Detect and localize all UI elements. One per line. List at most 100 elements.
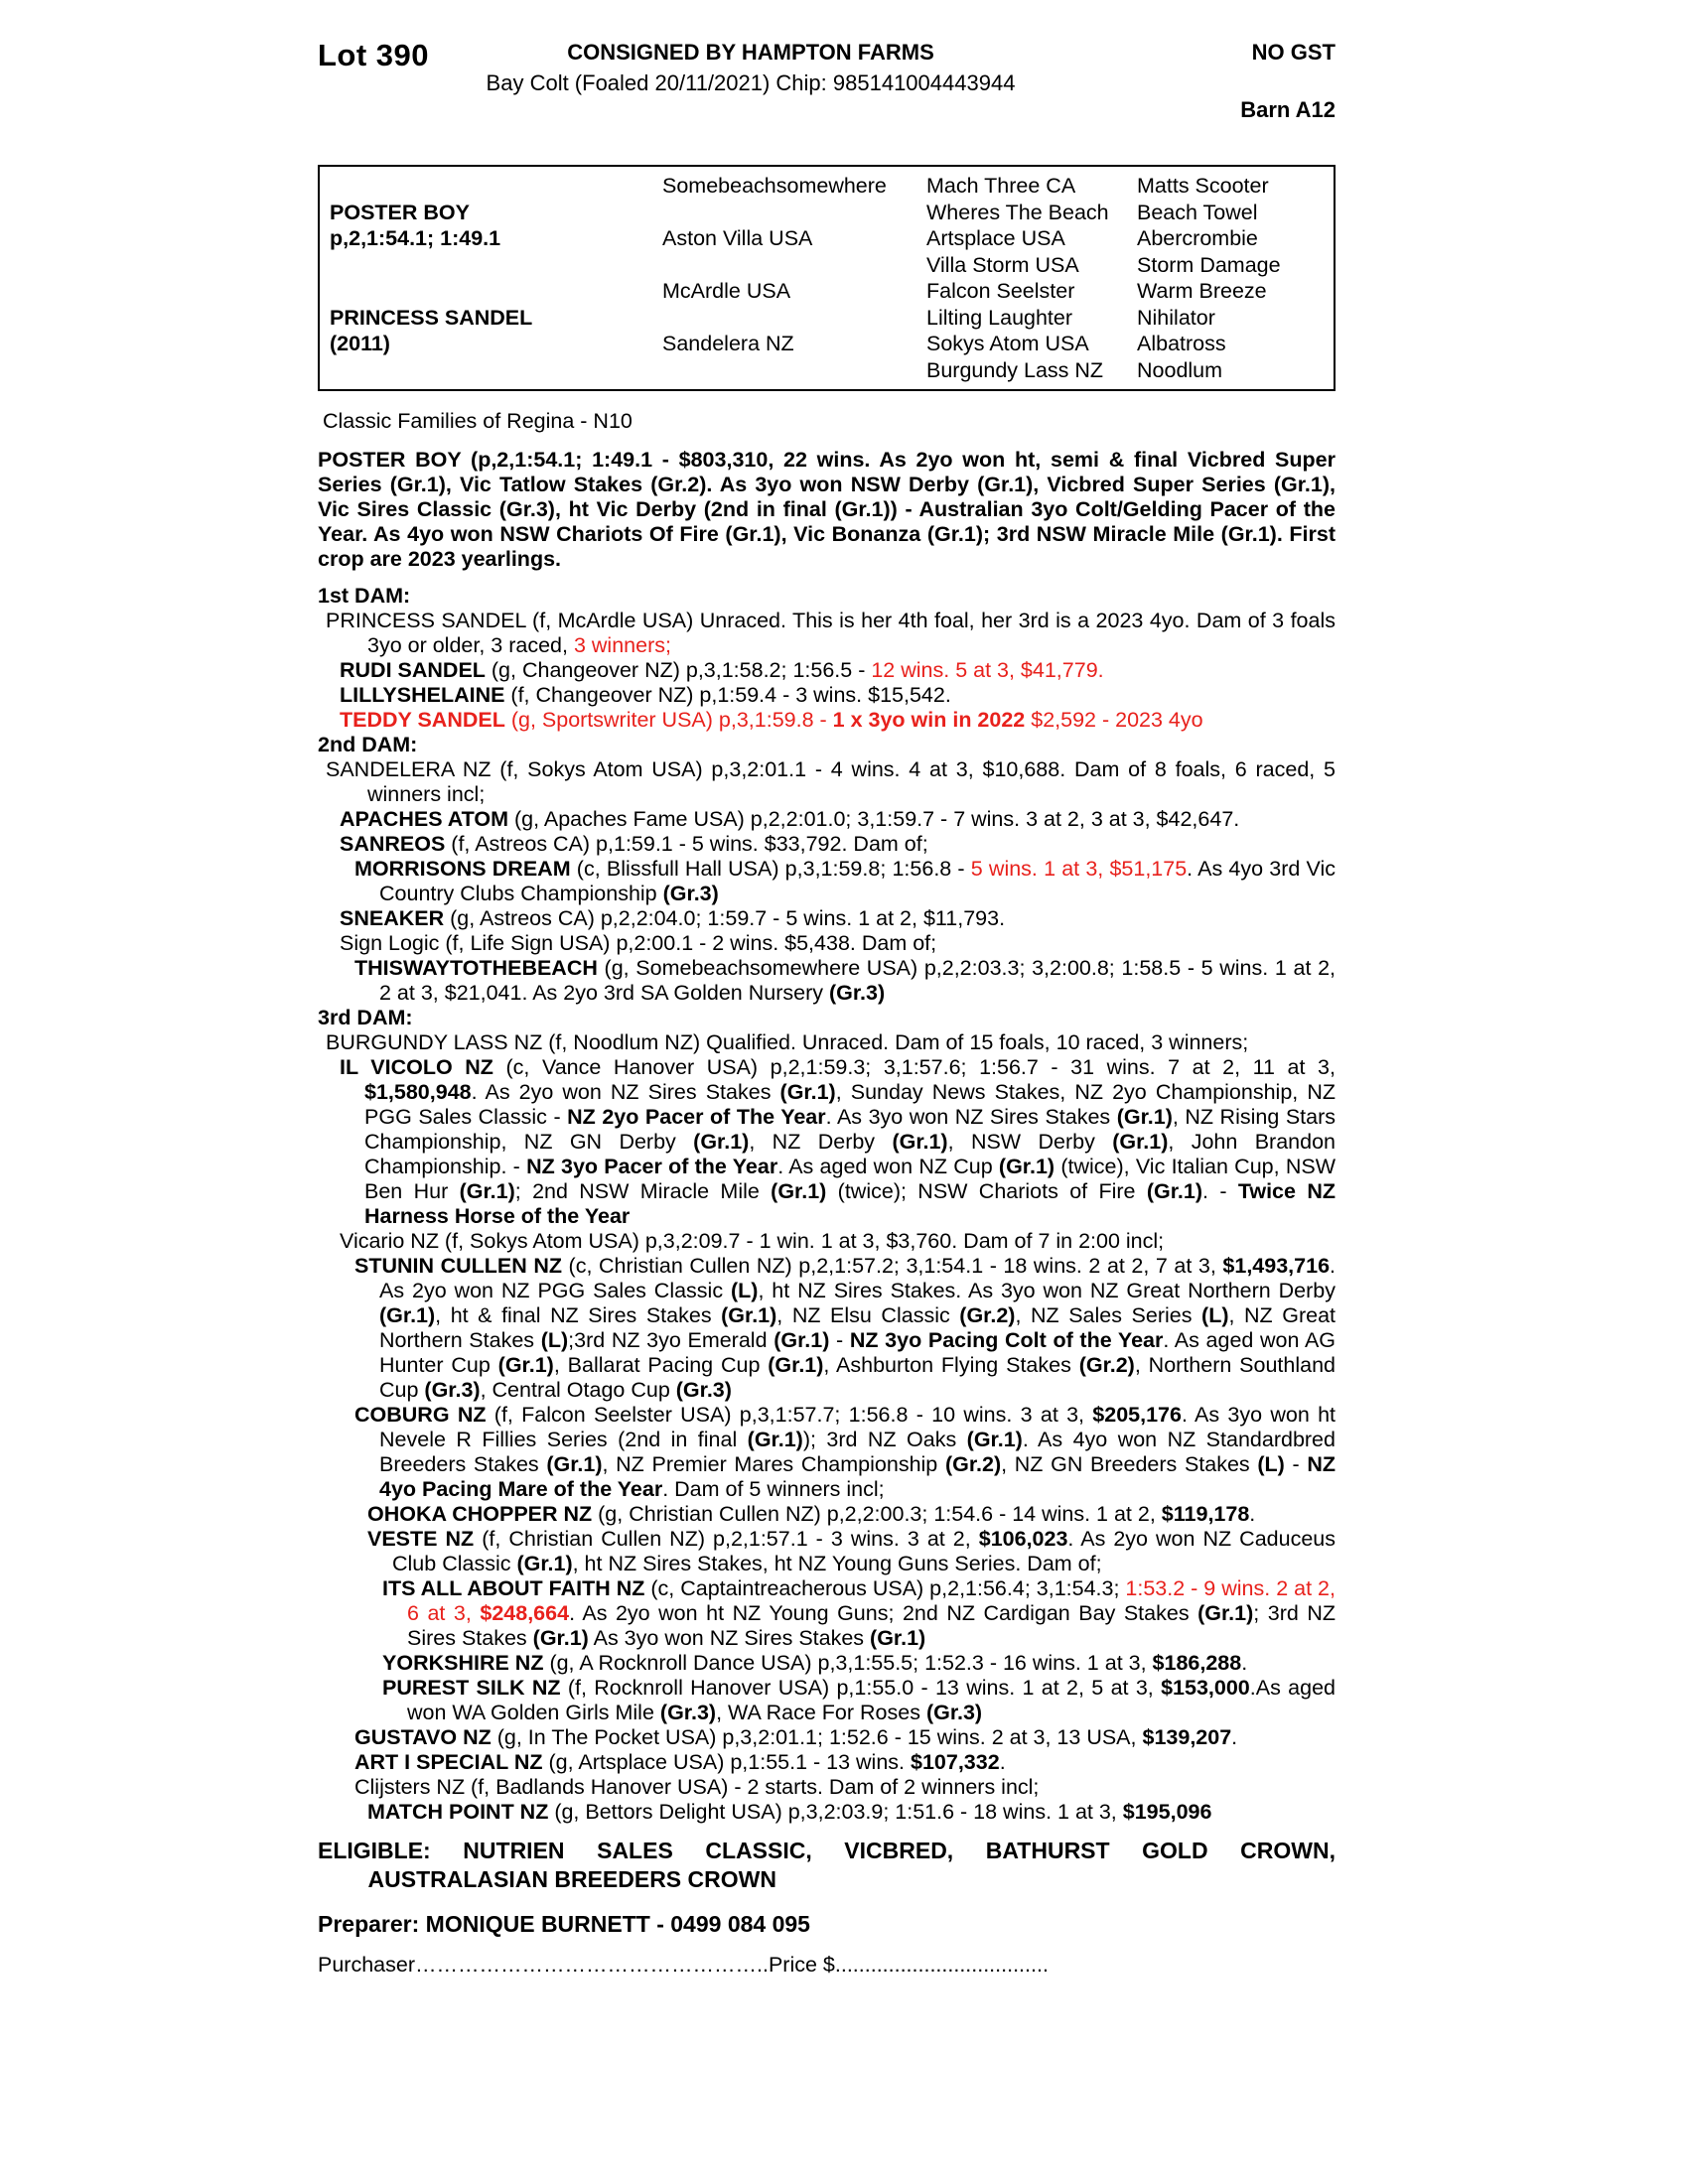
entry-segment: IL VICOLO NZ xyxy=(340,1055,493,1079)
entry-segment: (g, Astreos CA) p,2,2:04.0; 1:59.7 - 5 w… xyxy=(444,906,1006,930)
entry-segment: . As 2yo won ht NZ Young Guns; 2nd NZ Ca… xyxy=(569,1601,1198,1625)
entry-segment: $248,664 xyxy=(480,1601,570,1625)
entry-segment: (twice), Vic Italian Cup, NSW Ben Hur xyxy=(364,1155,1336,1203)
pedigree-entry: COBURG NZ (f, Falcon Seelster USA) p,3,1… xyxy=(318,1403,1336,1502)
eligibility-line-2: AUSTRALASIAN BREEDERS CROWN xyxy=(367,1866,776,1892)
pedigree-table: Somebeachsomewhere Mach Three CA Matts Sco… xyxy=(318,165,1336,391)
entry-segment: . Dam of 5 winners incl; xyxy=(662,1477,885,1501)
entry-segment: (g, Bettors Delight USA) p,3,2:03.9; 1:5… xyxy=(548,1800,1123,1824)
entry-segment: (f, Rocknroll Hanover USA) p,1:55.0 - 13… xyxy=(560,1676,1162,1700)
entry-segment: (L) xyxy=(540,1328,569,1352)
entry-segment: (Gr.1) xyxy=(721,1303,777,1327)
entry-segment: (g, Artsplace USA) p,1:55.1 - 13 wins. xyxy=(542,1750,911,1774)
pedigree-cell: Nihilator xyxy=(1137,305,1215,330)
entry-segment: $119,178 xyxy=(1161,1502,1250,1526)
entry-segment: (Gr.1) xyxy=(998,1155,1055,1178)
pedigree-entry: IL VICOLO NZ (c, Vance Hanover USA) p,2,… xyxy=(318,1055,1336,1229)
entry-segment: . As 4yo won NZ Standardbred Breeders St… xyxy=(379,1428,1336,1476)
entry-segment: $153,000 xyxy=(1161,1676,1250,1700)
pedigree-cell: Sandelera NZ xyxy=(662,332,794,355)
entry-segment: . As 4yo 3rd Vic Country Clubs Champions… xyxy=(379,857,1336,905)
entry-segment: Clijsters NZ (f, Badlands Hanover USA) -… xyxy=(354,1775,1040,1799)
pedigree-entry: TEDDY SANDEL (g, Sportswriter USA) p,3,1… xyxy=(318,708,1336,733)
entry-segment: - xyxy=(1284,1452,1308,1476)
entry-segment: $2,592 - 2023 4yo xyxy=(1025,708,1203,732)
purchaser-label: Purchaser xyxy=(318,1953,415,1977)
entry-segment: (g, Apaches Fame USA) p,2,2:01.0; 3,1:59… xyxy=(508,807,1240,831)
lot-number: Lot 390 xyxy=(318,38,430,72)
entry-segment: (L) xyxy=(1201,1303,1229,1327)
pedigree-cell xyxy=(652,252,916,279)
entry-segment: APACHES ATOM xyxy=(340,807,509,831)
entry-segment: (Gr.1) xyxy=(459,1179,515,1203)
entry-segment: (g, Somebeachsomewhere USA) p,2,2:03.3; … xyxy=(379,956,1336,1005)
pedigree-entry: MATCH POINT NZ (g, Bettors Delight USA) … xyxy=(318,1800,1336,1825)
pedigree-entry: RUDI SANDEL (g, Changeover NZ) p,3,1:58.… xyxy=(318,658,1336,683)
price-dotted-line: .................................... xyxy=(834,1953,1049,1977)
pedigree-cell xyxy=(320,278,652,305)
entry-segment: (Gr.1) xyxy=(1197,1601,1254,1625)
entry-segment: Twice NZ Harness Horse of the Year xyxy=(364,1179,1336,1228)
entry-segment: Vicario NZ (f, Sokys Atom USA) p,3,2:09.… xyxy=(340,1229,1165,1253)
entry-segment: LILLYSHELAINE xyxy=(340,683,505,707)
consignor-title: CONSIGNED BY HAMPTON FARMS xyxy=(567,40,934,65)
entry-segment: (f, Astreos CA) p,1:59.1 - 5 wins. $33,7… xyxy=(445,832,928,856)
entry-segment: (c, Christian Cullen NZ) p,2,1:57.2; 3,1… xyxy=(562,1254,1223,1278)
entry-segment: 1:53.2 - 9 wins. 2 at 2, 6 at 3, xyxy=(407,1576,1336,1625)
entry-segment: , NSW Derby xyxy=(947,1130,1113,1154)
entry-segment: (f, Christian Cullen NZ) p,2,1:57.1 - 3 … xyxy=(474,1527,979,1551)
pedigree-cell: Lilting Laughter xyxy=(926,305,1073,330)
dam-sections: 1st DAM: PRINCESS SANDEL (f, McArdle USA)… xyxy=(318,584,1336,1825)
entry-segment: (Gr.1) xyxy=(1112,1130,1169,1154)
entry-segment: . As 3yo won ht Nevele R Fillies Series … xyxy=(379,1403,1336,1451)
pedigree-cell: POSTER BOY xyxy=(330,200,470,224)
pedigree-cell xyxy=(320,357,652,384)
pedigree-cell: Wheres The Beach xyxy=(926,200,1109,224)
entry-segment: . As 3yo won NZ Sires Stakes xyxy=(825,1105,1117,1129)
entry-segment: SANDELERA NZ (f, Sokys Atom USA) p,3,2:0… xyxy=(326,757,1336,806)
pedigree-cell: Sokys Atom USA xyxy=(926,332,1089,355)
entry-segment: (Gr.3) xyxy=(925,1701,983,1724)
entry-segment: STUNIN CULLEN NZ xyxy=(354,1254,562,1278)
entry-segment: . xyxy=(999,1750,1006,1774)
entry-segment: . xyxy=(1241,1651,1248,1675)
pedigree-cell: Albatross xyxy=(1137,332,1226,355)
entry-segment: (g, Christian Cullen NZ) p,2,2:00.3; 1:5… xyxy=(592,1502,1162,1526)
pedigree-cell xyxy=(652,357,916,384)
pedigree-entry: LILLYSHELAINE (f, Changeover NZ) p,1:59.… xyxy=(318,683,1336,708)
pedigree-cell: Storm Damage xyxy=(1137,252,1281,277)
entry-segment: (f, Falcon Seelster USA) p,3,1:57.7; 1:5… xyxy=(486,1403,1093,1427)
entry-segment: ; 2nd NSW Miracle Mile xyxy=(514,1179,772,1203)
pedigree-cell: (2011) xyxy=(330,332,390,355)
entry-segment: (Gr.1) xyxy=(532,1626,589,1650)
entry-segment: ); 3rd NZ Oaks xyxy=(802,1428,967,1451)
entry-segment: VESTE NZ xyxy=(367,1527,475,1551)
entry-segment: (Gr.1) xyxy=(771,1179,827,1203)
family-note: Classic Families of Regina - N10 xyxy=(323,409,633,433)
pedigree-entry: PRINCESS SANDEL (f, McArdle USA) Unraced… xyxy=(318,609,1336,658)
dam-section-heading: 1st DAM: xyxy=(318,584,411,608)
pedigree-cell: p,2,1:54.1; 1:49.1 xyxy=(330,226,501,250)
entry-segment: OHOKA CHOPPER NZ xyxy=(367,1502,593,1526)
entry-segment: (Gr.1) xyxy=(768,1353,824,1377)
entry-segment: (Gr.2) xyxy=(944,1452,1002,1476)
entry-segment: (Gr.1) xyxy=(693,1130,750,1154)
entry-segment: NZ 3yo Pacer of the Year xyxy=(526,1155,778,1178)
entry-segment: (Gr.1) xyxy=(892,1130,948,1154)
entry-segment: PUREST SILK NZ xyxy=(382,1676,561,1700)
entry-segment: $107,332 xyxy=(911,1750,1000,1774)
pedigree-cell: Abercrombie xyxy=(1137,226,1258,250)
entry-segment: MORRISONS DREAM xyxy=(354,857,571,881)
entry-segment: , WA Race For Roses xyxy=(716,1701,926,1724)
entry-segment: NZ 4yo Pacing Mare of the Year xyxy=(379,1452,1336,1501)
entry-segment: , Sunday News Stakes, NZ 2yo Championshi… xyxy=(364,1080,1336,1129)
pedigree-entry: SANREOS (f, Astreos CA) p,1:59.1 - 5 win… xyxy=(318,832,1336,857)
pedigree-cell: Somebeachsomewhere xyxy=(662,174,887,198)
entry-segment: THISWAYTOTHEBEACH xyxy=(354,956,598,980)
entry-segment: (c, Vance Hanover USA) p,2,1:59.3; 3,1:5… xyxy=(492,1055,1336,1079)
entry-segment: YORKSHIRE NZ xyxy=(382,1651,544,1675)
entry-segment: ; 3rd NZ Sires Stakes xyxy=(407,1601,1336,1650)
purchaser-line: Purchaser…………………………………………..Price $......… xyxy=(318,1953,1336,1978)
entry-segment: .As aged won WA Golden Girls Mile xyxy=(407,1676,1336,1724)
pedigree-entry: STUNIN CULLEN NZ (c, Christian Cullen NZ… xyxy=(318,1254,1336,1403)
